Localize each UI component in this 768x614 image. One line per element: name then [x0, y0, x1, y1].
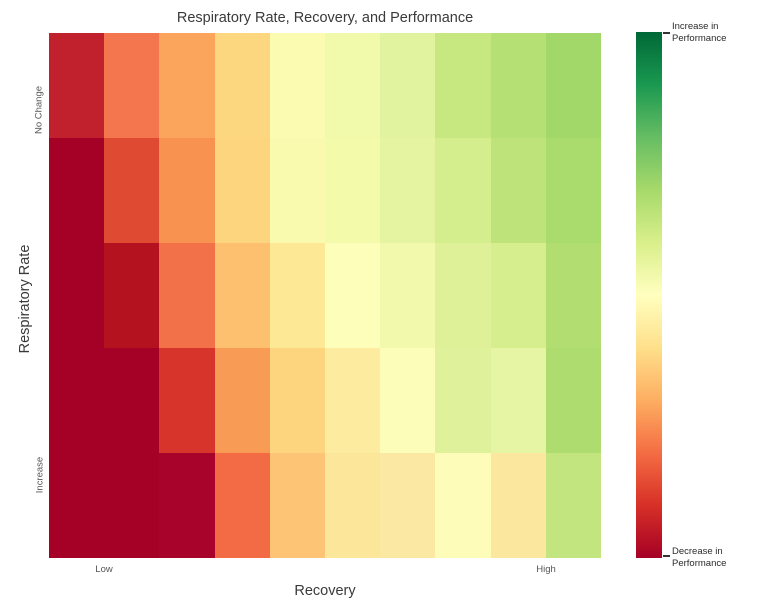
heatmap-cell-r0-c2: [159, 33, 215, 138]
heatmap-cell-r0-c7: [435, 33, 491, 138]
heatmap-cell-r4-c2: [159, 453, 215, 558]
heatmap-cell-r2-c6: [380, 243, 436, 348]
heatmap-cell-r1-c1: [104, 138, 160, 243]
heatmap-cell-r3-c5: [325, 348, 381, 453]
heatmap-cell-r0-c3: [214, 33, 270, 138]
heatmap-cell-r2-c3: [214, 243, 270, 348]
heatmap-cell-r3-c6: [380, 348, 436, 453]
heatmap-cell-r2-c2: [159, 243, 215, 348]
heatmap-cell-r2-c9: [545, 243, 601, 348]
heatmap-cell-r3-c2: [159, 348, 215, 453]
heatmap-cell-r2-c4: [269, 243, 325, 348]
heatmap-cell-r3-c7: [435, 348, 491, 453]
y-axis-label: Respiratory Rate: [17, 244, 33, 354]
ytick-no-change: No Change: [33, 85, 45, 135]
heatmap-cell-r2-c8: [490, 243, 546, 348]
heatmap-cell-r1-c4: [269, 138, 325, 243]
heatmap-cell-r2-c7: [435, 243, 491, 348]
x-axis-label: Recovery: [294, 583, 356, 599]
heatmap-cell-r4-c4: [269, 453, 325, 558]
heatmap-cell-r0-c4: [269, 33, 325, 138]
heatmap-cell-r3-c3: [214, 348, 270, 453]
colorbar-bottom-label: Decrease in Performance: [672, 546, 727, 569]
heatmap-cell-r0-c0: [49, 33, 105, 138]
heatmap-cell-r4-c3: [214, 453, 270, 558]
heatmap-cell-r2-c0: [49, 243, 105, 348]
heatmap-cell-r4-c9: [545, 453, 601, 558]
heatmap-cell-r4-c8: [490, 453, 546, 558]
heatmap-cell-r1-c0: [49, 138, 105, 243]
chart-title: Respiratory Rate, Recovery, and Performa…: [176, 10, 474, 26]
heatmap-cell-r3-c1: [104, 348, 160, 453]
heatmap-cell-r2-c1: [104, 243, 160, 348]
xtick-high: High: [536, 564, 556, 575]
heatmap-cell-r0-c9: [545, 33, 601, 138]
heatmap-cell-r3-c8: [490, 348, 546, 453]
heatmap-cell-r0-c8: [490, 33, 546, 138]
heatmap-cell-r1-c9: [545, 138, 601, 243]
heatmap-cell-r4-c0: [49, 453, 105, 558]
xtick-low: Low: [95, 564, 113, 575]
heatmap-cell-r4-c5: [325, 453, 381, 558]
heatmap-cell-r1-c8: [490, 138, 546, 243]
heatmap-cell-r0-c6: [380, 33, 436, 138]
heatmap-cell-r2-c5: [325, 243, 381, 348]
heatmap-cell-r4-c6: [380, 453, 436, 558]
colorbar-top-tick: [663, 32, 670, 34]
heatmap-cell-r4-c7: [435, 453, 491, 558]
heatmap-cell-r1-c5: [325, 138, 381, 243]
heatmap-cell-r1-c3: [214, 138, 270, 243]
colorbar-top-label: Increase in Performance: [672, 21, 727, 44]
heatmap-cell-r1-c7: [435, 138, 491, 243]
heatmap-cell-r1-c2: [159, 138, 215, 243]
colorbar: [636, 32, 662, 558]
heatmap-cell-r4-c1: [104, 453, 160, 558]
heatmap-grid: [49, 33, 601, 558]
heatmap-cell-r3-c4: [269, 348, 325, 453]
heatmap-cell-r3-c9: [545, 348, 601, 453]
heatmap-cell-r1-c6: [380, 138, 436, 243]
heatmap-cell-r0-c1: [104, 33, 160, 138]
colorbar-bottom-tick: [663, 555, 670, 557]
heatmap-cell-r3-c0: [49, 348, 105, 453]
ytick-increase: Increase: [34, 456, 46, 494]
heatmap-cell-r0-c5: [325, 33, 381, 138]
